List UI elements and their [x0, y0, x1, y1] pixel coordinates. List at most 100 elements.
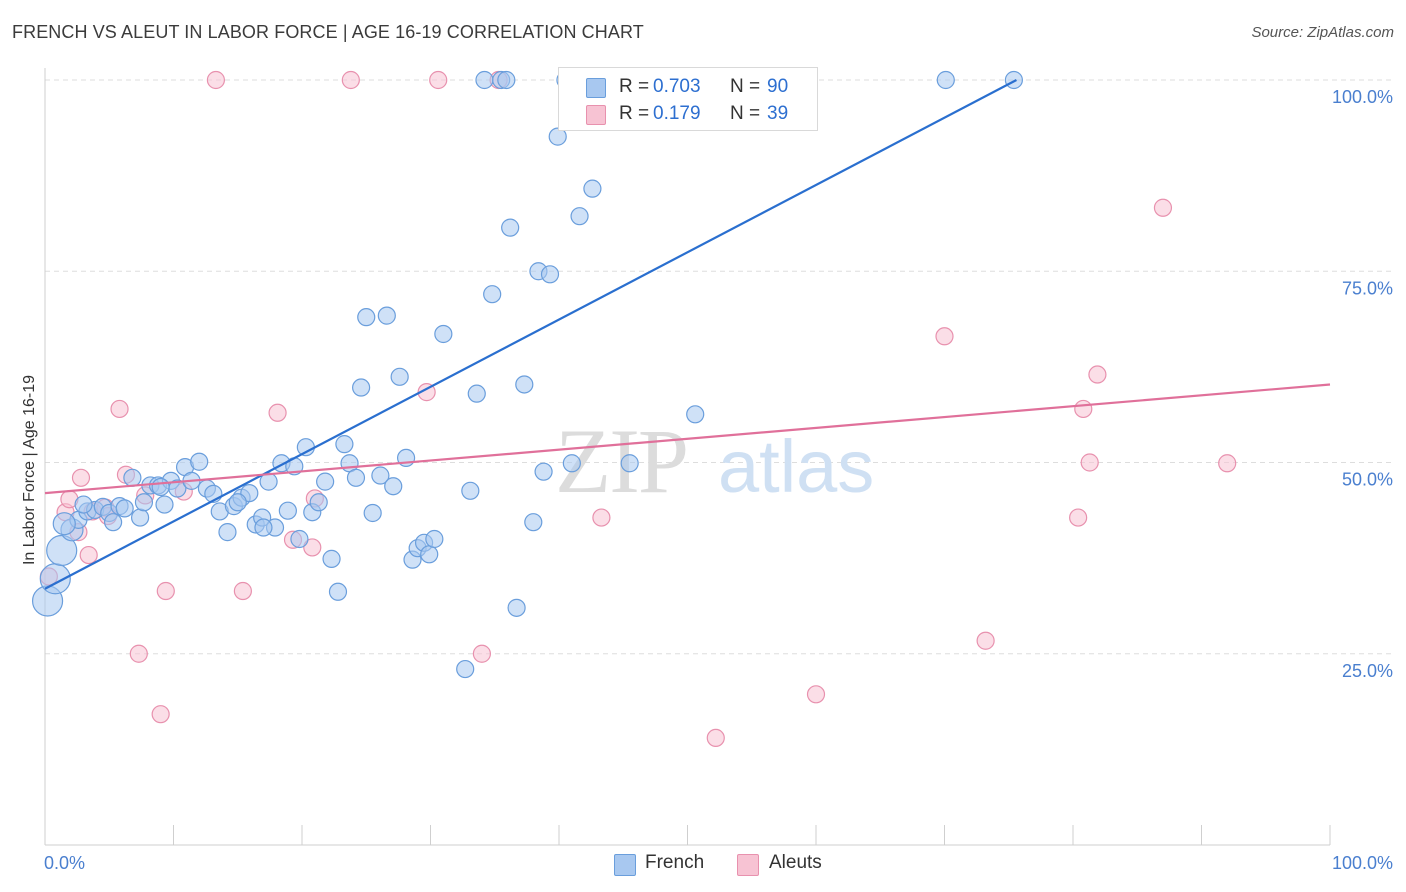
french-point	[686, 405, 705, 424]
aleut-trend-line	[44, 383, 1331, 495]
aleuts-legend-label: Aleuts	[769, 852, 822, 873]
chart-source: Source: ZipAtlas.com	[1251, 24, 1394, 41]
french-point	[475, 70, 494, 90]
french-legend-swatch	[614, 854, 636, 876]
french-point	[524, 513, 543, 532]
legend-row-french: R = 0.703 N = 90	[559, 72, 817, 102]
aleut-point	[156, 581, 175, 601]
aleut-point	[1218, 454, 1237, 473]
french-trend-line	[44, 79, 1017, 590]
tick-labels: 25.0% 50.0% 75.0% 100.0% 0.0% 100.0%	[44, 87, 1393, 873]
french-point	[540, 265, 560, 284]
aleut-point	[1088, 365, 1107, 384]
aleut-point	[806, 685, 826, 704]
french-point	[570, 207, 589, 226]
french-point	[583, 179, 602, 198]
french-legend-label: French	[645, 852, 705, 873]
french-n-value: 90	[767, 76, 789, 97]
trend-lines	[44, 79, 1331, 590]
french-swatch	[586, 78, 606, 98]
aleuts-swatch	[586, 105, 606, 125]
french-point	[534, 462, 553, 481]
aleut-point	[429, 70, 448, 90]
y-tick-label: 100.0%	[1332, 87, 1393, 107]
french-point	[434, 324, 453, 344]
axes	[44, 68, 1331, 846]
french-point	[620, 454, 639, 473]
bottom-legend: French Aleuts	[0, 852, 1406, 878]
french-point	[497, 70, 516, 90]
french-point	[115, 499, 134, 518]
french-point	[190, 452, 209, 471]
aleuts-r-value: 0.179	[653, 103, 701, 124]
aleut-point	[71, 468, 91, 487]
aleut-point	[151, 705, 170, 724]
legend-row-aleuts: R = 0.179 N = 39	[559, 99, 817, 129]
y-tick-label: 25.0%	[1342, 661, 1393, 681]
french-point	[254, 518, 273, 537]
french-point	[74, 495, 93, 514]
french-point	[346, 468, 366, 487]
french-point	[52, 512, 76, 536]
french-point	[461, 481, 480, 500]
aleuts-n-label: N =	[730, 103, 761, 124]
aleut-point	[1153, 198, 1173, 217]
french-r-label: R =	[619, 76, 650, 97]
french-point	[218, 523, 237, 542]
french-point	[151, 477, 170, 497]
aleut-point	[976, 631, 995, 650]
french-point	[420, 545, 439, 564]
y-tick-label: 50.0%	[1342, 470, 1393, 490]
french-point	[363, 503, 382, 523]
french-n-label: N =	[730, 76, 761, 97]
french-point	[328, 582, 348, 601]
aleut-point	[129, 644, 148, 663]
chart-title: FRENCH VS ALEUT IN LABOR FORCE | AGE 16-…	[12, 22, 644, 42]
aleut-point	[1069, 508, 1088, 527]
french-point	[130, 508, 150, 527]
aleut-point	[233, 581, 252, 601]
aleut-point	[706, 728, 725, 748]
french-point	[483, 285, 502, 304]
french-point	[335, 435, 354, 454]
aleut-point	[110, 399, 129, 419]
aleut-point	[206, 70, 226, 90]
french-point	[456, 659, 475, 679]
x-tick-label: 100.0%	[1332, 853, 1393, 873]
french-point	[309, 493, 328, 512]
french-point	[377, 306, 396, 325]
french-point	[134, 493, 154, 512]
french-point	[155, 495, 174, 514]
gridlines	[45, 79, 1395, 655]
french-point	[278, 501, 297, 520]
aleut-point	[592, 508, 611, 527]
aleuts-legend-swatch	[737, 854, 759, 876]
aleuts-n-value: 39	[767, 103, 789, 124]
french-point	[371, 466, 390, 485]
aleut-point	[268, 403, 287, 422]
french-points	[31, 70, 1023, 679]
french-point	[322, 549, 341, 568]
x-tick-label: 0.0%	[44, 853, 85, 873]
french-point	[501, 218, 520, 237]
stats-legend: R = 0.703 N = 90 R = 0.179 N = 39	[558, 67, 818, 131]
french-point	[548, 127, 567, 146]
aleut-point	[472, 644, 491, 663]
french-point	[515, 375, 534, 394]
french-point	[123, 468, 142, 487]
aleut-point	[303, 538, 322, 557]
aleuts-r-label: R =	[619, 103, 650, 124]
french-point	[357, 308, 376, 327]
french-point	[467, 384, 486, 403]
french-point	[936, 70, 955, 90]
french-point	[384, 477, 403, 496]
aleut-point	[935, 327, 954, 346]
aleut-points	[39, 70, 1237, 748]
y-tick-label: 75.0%	[1342, 278, 1393, 298]
french-point	[507, 598, 526, 617]
watermark-atlas: atlas	[718, 425, 874, 508]
french-point	[562, 454, 581, 473]
french-point	[390, 367, 409, 386]
french-point	[290, 529, 309, 549]
